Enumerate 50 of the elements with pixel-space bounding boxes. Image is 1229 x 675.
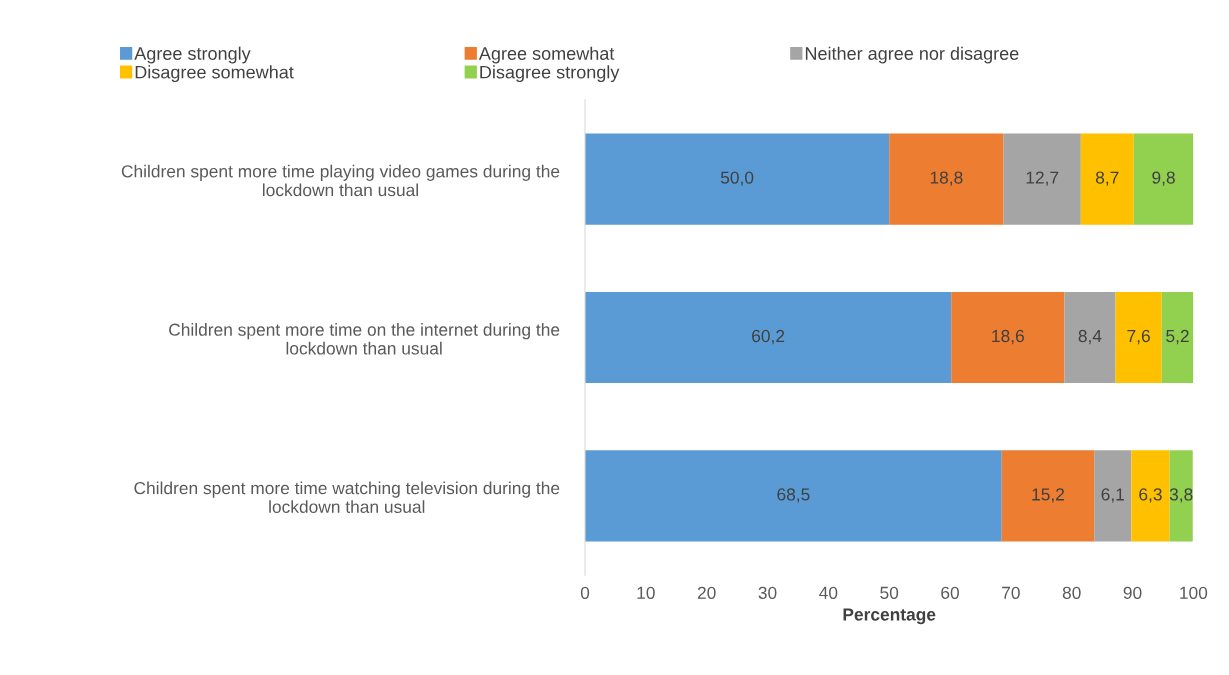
x-tick-label: 90 [1123,586,1142,599]
data-label: 12,7 [1026,171,1059,186]
bar [1131,450,1170,542]
data-label: 6,3 [1139,488,1162,503]
bar [1064,291,1116,384]
bar [585,133,890,225]
legend-label: Neither agree nor disagree [805,46,1019,64]
x-tick-label: 100 [1180,586,1208,599]
x-tick-label: 20 [697,586,716,599]
x-tick-label: 0 [580,586,590,599]
bar [1169,450,1193,542]
x-tick-label: 40 [819,586,838,599]
legend-label: Agree somewhat [478,46,615,64]
data-label: 7,6 [1127,329,1150,345]
data-label: 68,5 [777,488,810,503]
data-label: 9,8 [1152,171,1175,186]
legend-label: Disagree somewhat [135,65,294,83]
data-label: 18,8 [930,171,963,186]
y-tick-label: Children spent more time on the internet during the lockdown than usual [169,323,560,355]
bar [585,450,1002,542]
bar [1115,291,1162,384]
bar [1003,133,1081,225]
x-tick-label: 70 [1002,586,1020,599]
bar [889,133,1004,225]
x-tick-label: 30 [758,586,777,599]
data-label: 15,2 [1032,488,1064,503]
data-label: 8,4 [1078,329,1102,345]
x-tick-label: 60 [941,586,959,599]
legend-label: Disagree strongly [480,65,620,83]
legend-label: Agree strongly [134,46,251,64]
bar [1080,133,1134,225]
bar [1133,133,1194,225]
y-tick-label: Children spent more time watching television during the lockdown than usual [134,481,560,513]
bar [585,291,952,384]
bar [1161,291,1194,384]
data-label: 6,1 [1101,488,1124,503]
data-label: 50,0 [720,171,754,186]
data-label: 3,8 [1169,488,1193,503]
bar [951,291,1065,384]
x-tick-label: 80 [1062,586,1081,599]
x-tick-label: 10 [637,586,655,599]
data-label: 18,6 [992,329,1024,345]
data-label: 60,2 [752,329,785,345]
y-tick-label: Children spent more time playing video games during the lockdown than usual [121,164,560,197]
data-label: 8,7 [1095,171,1119,186]
data-label: 5,2 [1166,329,1189,345]
bar [1094,450,1132,542]
x-tick-label: 50 [880,586,899,599]
bar [1001,450,1095,542]
x-axis-title: Percentage [843,608,936,625]
